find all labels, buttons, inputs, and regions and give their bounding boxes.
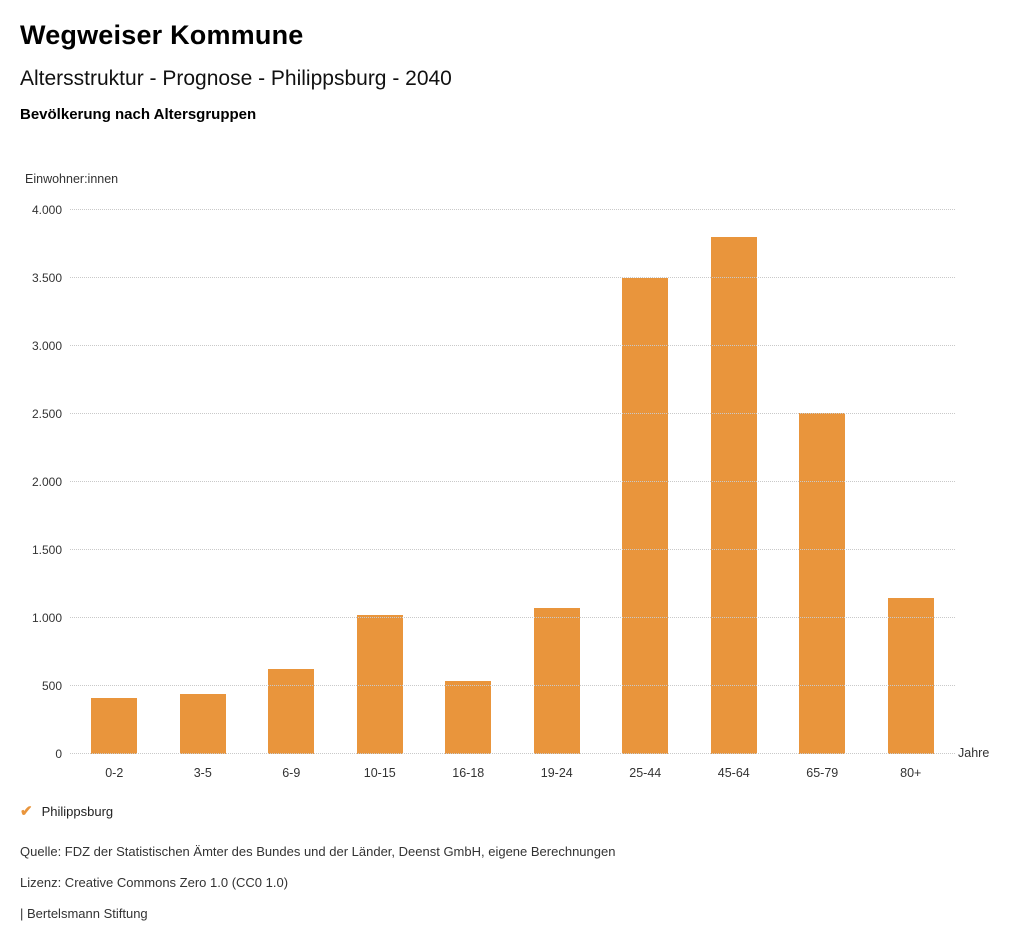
bar-25-44[interactable] — [622, 278, 669, 754]
x-tick-label: 3-5 — [193, 766, 212, 780]
x-tick-label: 10-15 — [363, 766, 396, 780]
bar-65-79[interactable] — [799, 412, 846, 754]
x-tick-label: 65-79 — [806, 766, 839, 780]
attribution-text: | Bertelsmann Stiftung — [20, 906, 148, 921]
bar-slot — [513, 210, 602, 754]
gridline — [70, 209, 955, 210]
chart-section-title: Bevölkerung nach Altersgruppen — [20, 106, 257, 123]
bar-6-9[interactable] — [268, 669, 315, 754]
x-axis-labels: 0-2 3-5 6-9 10-15 16-18 19-24 25-44 45-64 65-79 8… — [70, 766, 955, 780]
bar-45-64[interactable] — [710, 237, 757, 754]
bars-layer — [70, 210, 955, 754]
x-tick-label: 16-18 — [452, 766, 485, 780]
y-tick-label: 3.500 — [31, 271, 62, 285]
gridline — [70, 481, 955, 482]
legend-label: Philippsburg — [41, 804, 114, 819]
gridline — [70, 617, 955, 618]
x-tick-label: 19-24 — [540, 766, 573, 780]
x-tick-label: 80+ — [900, 766, 922, 780]
bar-slot — [867, 210, 956, 754]
gridline — [70, 753, 955, 754]
gridline — [70, 685, 955, 686]
gridline — [70, 413, 955, 414]
legend-check-icon: ✔ — [20, 803, 33, 820]
y-tick-label: 1.000 — [31, 611, 62, 625]
bar-slot — [247, 210, 336, 754]
y-tick-label: 1.500 — [31, 543, 62, 557]
y-axis-title: Einwohner:innen — [25, 172, 119, 186]
bar-slot — [778, 210, 867, 754]
bar-slot — [601, 210, 690, 754]
bar-3-5[interactable] — [179, 694, 226, 754]
bar-10-15[interactable] — [356, 615, 403, 754]
gridline — [70, 345, 955, 346]
gridline — [70, 549, 955, 550]
x-tick-label: 45-64 — [717, 766, 750, 780]
bar-0-2[interactable] — [91, 698, 138, 754]
legend-item-philippsburg[interactable]: ✔ Philippsburg — [20, 804, 113, 819]
bar-16-18[interactable] — [445, 680, 492, 754]
plot-area — [70, 209, 955, 754]
chart-subtitle: Altersstruktur - Prognose - Philippsburg… — [20, 67, 452, 90]
bar-slot — [424, 210, 513, 754]
x-tick-label: 6-9 — [282, 766, 301, 780]
y-tick-label: 2.500 — [31, 407, 62, 421]
bar-slot — [336, 210, 425, 754]
bar-19-24[interactable] — [533, 607, 580, 754]
app-title: Wegweiser Kommune — [20, 20, 304, 50]
source-text: Quelle: FDZ der Statistischen Ämter des … — [20, 844, 616, 859]
bar-slot — [690, 210, 779, 754]
gridline — [70, 277, 955, 278]
y-axis-labels: 0 500 1.000 1.500 2.000 2.500 3.000 3.500 4.000 — [0, 203, 62, 761]
y-tick-label: 0 — [55, 747, 62, 761]
bar-slot — [159, 210, 248, 754]
y-tick-label: 500 — [41, 679, 62, 693]
x-tick-label: 0-2 — [105, 766, 124, 780]
bar-80+[interactable] — [887, 597, 934, 754]
x-tick-label: 25-44 — [629, 766, 662, 780]
y-tick-label: 3.000 — [31, 339, 62, 353]
x-axis-title: Jahre — [958, 746, 990, 760]
y-tick-label: 4.000 — [31, 203, 62, 217]
bar-slot — [70, 210, 159, 754]
y-tick-label: 2.000 — [31, 475, 62, 489]
license-text: Lizenz: Creative Commons Zero 1.0 (CC0 1… — [20, 875, 289, 890]
